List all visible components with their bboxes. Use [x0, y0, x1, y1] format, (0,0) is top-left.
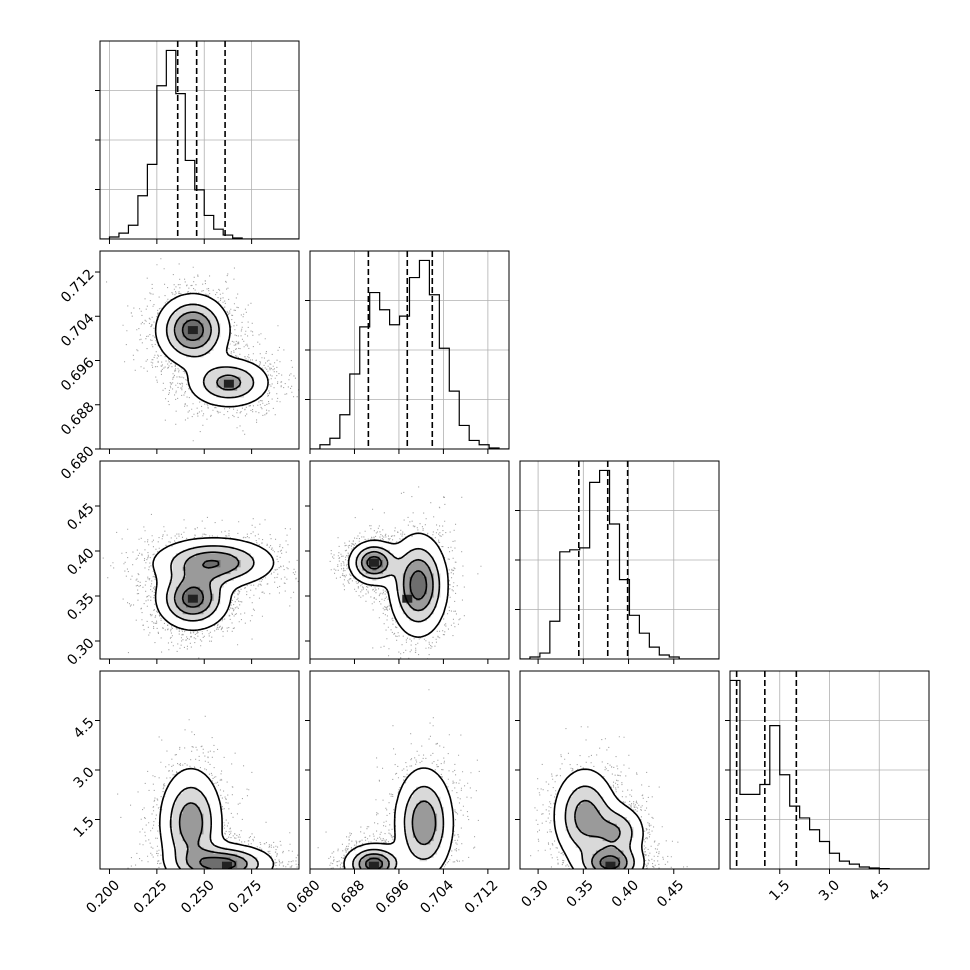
x-tick-label-p1-2: 0.696 [373, 877, 413, 917]
y-tick-label-p2-0: 0.30 [64, 635, 97, 668]
contour-0 [159, 767, 275, 869]
x-tick-label-p2-1: 0.35 [564, 877, 597, 910]
panel-p0-p3 [99, 670, 300, 870]
density-fill-2 [358, 800, 438, 869]
y-tick-label-p3-2: 4.5 [71, 715, 98, 742]
contour-3 [181, 319, 204, 341]
x-tick-label-p1-3: 0.704 [417, 877, 457, 917]
y-tick-label-p3-1: 3.0 [71, 764, 98, 791]
x-tick-label-p1-1: 0.688 [328, 877, 368, 917]
contour-0 [152, 536, 275, 632]
frame [99, 460, 300, 660]
x-tick-label-p0-0: 0.200 [83, 877, 123, 917]
panel-p0-p1 [99, 250, 300, 450]
histogram-p1 [310, 259, 509, 449]
contour-2 [173, 551, 240, 615]
contour-1 [564, 785, 635, 869]
contour-1 [165, 303, 255, 399]
density-peak-0 [368, 861, 379, 869]
hist-panel-p1 [305, 250, 510, 450]
histogram-p2 [520, 469, 719, 659]
contour-1 [165, 545, 255, 622]
x-tick-label-p3-1: 3.0 [816, 877, 843, 904]
x-tick-label-p0-3: 0.275 [226, 877, 266, 917]
contour-1 [169, 786, 259, 869]
x-tick-label-p1-0: 0.680 [284, 877, 324, 917]
density-peak-1 [402, 594, 413, 603]
frame [309, 460, 510, 660]
density-peak-1 [223, 379, 234, 388]
y-tick-label-p2-2: 0.40 [64, 545, 97, 578]
frame-p2 [519, 460, 720, 660]
contour-3 [181, 559, 220, 608]
density-peak-0 [187, 326, 198, 335]
y-tick-label-p3-0: 1.5 [71, 814, 98, 841]
contour-3 [365, 857, 383, 869]
x-tick-label-p0-1: 0.225 [131, 877, 171, 917]
panel-p0-p2 [99, 460, 300, 660]
contour-0 [553, 768, 645, 869]
x-tick-label-p3-0: 1.5 [766, 877, 793, 904]
contour-2 [358, 800, 437, 869]
density-fill-3 [365, 556, 427, 601]
density-peak-0 [605, 861, 616, 869]
x-tick-label-p2-2: 0.40 [609, 877, 642, 910]
density-fill-2 [179, 803, 248, 869]
y-tick-label-p1-4: 0.712 [58, 266, 98, 306]
density-fill-2 [575, 800, 627, 869]
contour-1 [355, 546, 441, 623]
y-tick-label-p1-3: 0.704 [58, 311, 98, 351]
contour-2 [178, 802, 248, 869]
density-peak-0 [187, 594, 198, 603]
panel-p2-p3 [519, 670, 720, 870]
x-tick-label-p0-2: 0.250 [178, 877, 218, 917]
frame-p0 [99, 40, 300, 240]
density-peak-0 [368, 558, 379, 567]
contour-0 [343, 767, 455, 869]
contour-3 [366, 555, 428, 601]
y-tick-label-p1-0: 0.680 [58, 443, 98, 483]
panel-p1-p2 [309, 460, 510, 660]
y-tick-label-p2-3: 0.45 [64, 500, 97, 533]
y-tick-label-p1-1: 0.688 [58, 399, 98, 439]
contour-1 [352, 785, 445, 869]
contour-0 [154, 292, 269, 408]
contour-2 [360, 550, 434, 612]
contour-0 [347, 532, 449, 638]
x-tick-label-p3-2: 4.5 [866, 877, 893, 904]
frame [99, 250, 300, 450]
panel-p1-p3 [309, 670, 510, 870]
density-peak-0 [221, 861, 232, 869]
y-tick-label-p2-1: 0.35 [64, 590, 97, 623]
x-tick-label-p2-3: 0.45 [654, 877, 687, 910]
contour-2 [173, 311, 242, 391]
x-tick-label-p1-4: 0.712 [462, 877, 502, 917]
frame-p1 [309, 250, 510, 450]
hist-panel-p3 [725, 670, 930, 870]
y-tick-label-p1-2: 0.696 [58, 355, 98, 395]
contour-2 [574, 799, 628, 869]
hist-panel-p2 [515, 460, 720, 660]
hist-panel-p0 [95, 40, 300, 240]
x-tick-label-p2-0: 0.30 [518, 877, 551, 910]
histogram-p0 [100, 49, 299, 239]
